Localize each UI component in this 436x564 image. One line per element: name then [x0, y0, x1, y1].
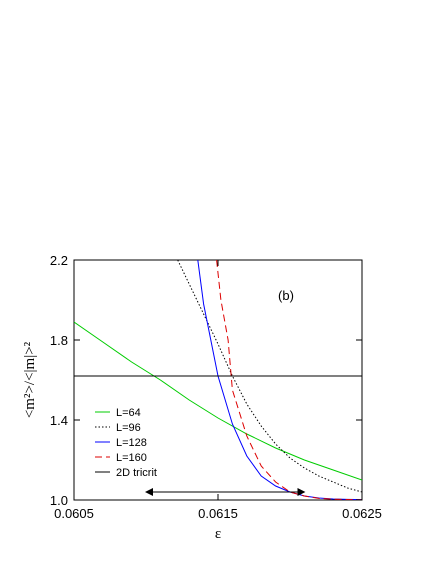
- y-tick-label: 2.2: [50, 253, 68, 268]
- legend: L=64 L=96 L=128 L=160 2D tricrit: [95, 407, 157, 479]
- y-axis-title: <m²>/<|m|>²: [22, 341, 38, 418]
- panel-annotation: (b): [278, 288, 294, 303]
- x-tick-label: 0.0605: [54, 506, 94, 521]
- x-tick-label: 0.0615: [198, 506, 238, 521]
- legend-label-l-128: L=128: [116, 437, 147, 449]
- y-tick-label: 1.0: [50, 493, 68, 508]
- series-line-l-160: [216, 260, 362, 500]
- plot-frame: [73, 259, 363, 501]
- legend-label-l-160: L=160: [116, 452, 147, 464]
- legend-label-l-96: L=96: [116, 422, 141, 434]
- x-tick-label: 0.0625: [342, 506, 382, 521]
- ticks-layer: 0.0605 0.0615 0.0625 1.0 1.4 1.8 2.2: [50, 253, 382, 521]
- y-tick-label: 1.4: [50, 413, 68, 428]
- legend-label-l-64: L=64: [116, 407, 141, 419]
- series-line-l-64: [74, 321, 362, 481]
- legend-label-2d-tricrit: 2D tricrit: [116, 467, 157, 479]
- x-axis-title: ε: [215, 526, 221, 542]
- y-tick-label: 1.8: [50, 333, 68, 348]
- series-layer: [74, 260, 362, 500]
